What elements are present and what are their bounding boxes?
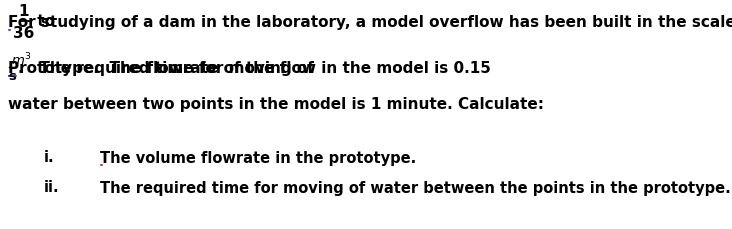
Text: water between two points in the model is 1 minute. Calculate:: water between two points in the model is…	[8, 97, 544, 112]
Text: $m^3$: $m^3$	[11, 52, 31, 68]
Text: to: to	[32, 14, 56, 29]
Text: 1: 1	[19, 5, 29, 19]
Text: The required time for moving of water between the points in the prototype.: The required time for moving of water be…	[100, 180, 731, 195]
Text: 36: 36	[13, 25, 34, 40]
Text: Prototype.  The flowrate of the flow in the model is 0.15: Prototype. The flowrate of the flow in t…	[8, 60, 491, 75]
Text: .   The required time for moving of: . The required time for moving of	[18, 60, 314, 75]
Text: i.: i.	[44, 150, 55, 165]
Text: s: s	[9, 70, 16, 83]
Text: The volume flowrate in the prototype.: The volume flowrate in the prototype.	[100, 150, 417, 165]
Text: For studying of a dam in the laboratory, a model overflow has been built in the : For studying of a dam in the laboratory,…	[8, 14, 732, 29]
Text: ii.: ii.	[44, 180, 59, 195]
